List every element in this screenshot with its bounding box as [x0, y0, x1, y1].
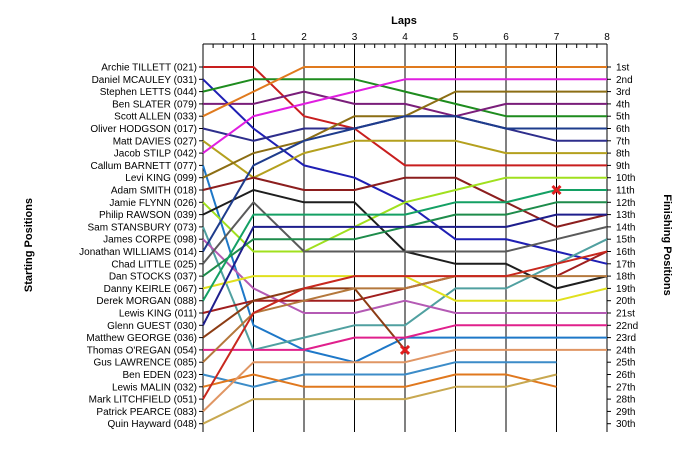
starting-driver-label: Chad LITTLE (025) — [111, 259, 197, 270]
starting-driver-label: Matthew GEORGE (036) — [86, 333, 197, 344]
starting-driver-label: Jamie FLYNN (026) — [109, 198, 197, 209]
retirement-markers — [399, 184, 562, 355]
series-line-3 — [202, 78, 607, 118]
axis-labels: 1 2 3 4 5 6 7 8 Archie TILLETT (021)Daniel MCAUL… — [79, 32, 638, 430]
cross-stroke — [399, 344, 411, 355]
series-line-7 — [202, 139, 607, 179]
finishing-position-label: 1st — [616, 63, 630, 74]
cross-stroke — [551, 184, 562, 196]
finishing-position-label: 2nd — [616, 75, 633, 86]
starting-driver-label: Philip RAWSON (039) — [99, 210, 197, 221]
finishing-position-label: 6th — [616, 124, 630, 135]
finishing-position-label: 11th — [616, 186, 635, 197]
series-line-17 — [202, 201, 608, 265]
finishing-position-label: 7th — [616, 136, 630, 147]
starting-driver-label: Ben SLATER (079) — [112, 99, 197, 110]
starting-driver-label: Jacob STILP (042) — [114, 149, 197, 160]
finishing-position-label: 22nd — [616, 321, 638, 332]
series-line-4 — [203, 90, 607, 118]
starting-driver-label: Sam STANSBURY (073) — [88, 222, 197, 233]
finishing-position-label: 17th — [616, 259, 635, 270]
finishing-position-label: 5th — [616, 112, 630, 123]
finishing-position-label: 9th — [616, 161, 630, 172]
finishing-position-label: 3rd — [616, 87, 630, 98]
finishing-position-label: 15th — [616, 235, 635, 246]
lap-tick-label: 1 — [251, 32, 257, 43]
starting-driver-label: Jonathan WILLIAMS (014) — [79, 247, 197, 258]
series-line-8 — [202, 78, 607, 154]
right-axis-title: Finishing Positions — [661, 194, 673, 295]
starting-driver-label: Derek MORGAN (088) — [96, 296, 197, 307]
starting-driver-label: James CORPE (098) — [103, 235, 197, 246]
starting-driver-label: Levi KING (099) — [125, 173, 197, 184]
finishing-position-label: 25th — [616, 358, 635, 369]
finishing-position-label: 24th — [616, 345, 635, 356]
lap-tick-label: 5 — [453, 32, 459, 43]
finishing-position-label: 21st — [616, 309, 635, 320]
finishing-position-label: 23rd — [616, 333, 636, 344]
finishing-position-label: 14th — [616, 222, 635, 233]
starting-driver-label: Adam SMITH (018) — [111, 186, 197, 197]
series-line-14 — [202, 226, 608, 351]
finishing-position-label: 29th — [616, 407, 635, 418]
finishing-position-label: 20th — [616, 296, 635, 307]
starting-driver-label: Daniel MCAULEY (031) — [92, 75, 197, 86]
lap-tick-label: 3 — [352, 32, 358, 43]
starting-driver-label: Lewis MALIN (032) — [112, 382, 197, 393]
finishing-position-label: 8th — [616, 149, 630, 160]
series-line-28 — [202, 250, 608, 400]
retirement-marker-2 — [399, 344, 411, 355]
finishing-position-label: 30th — [616, 419, 635, 430]
starting-driver-label: Callum BARNETT (077) — [90, 161, 197, 172]
x-axis-title: Laps — [391, 15, 417, 27]
starting-driver-label: Ben EDEN (023) — [123, 370, 197, 381]
starting-driver-label: Stephen LETTS (044) — [100, 87, 197, 98]
lap-tick-label: 6 — [503, 32, 509, 43]
finishing-position-label: 27th — [616, 382, 635, 393]
series-line-30 — [202, 373, 557, 425]
starting-driver-label: Scott ALLEN (033) — [114, 112, 197, 123]
finishing-position-label: 26th — [616, 370, 635, 381]
starting-driver-label: Oliver HODGSON (017) — [90, 124, 197, 135]
series-line-24 — [203, 324, 607, 351]
starting-driver-label: Quin Hayward (048) — [108, 419, 197, 430]
finishing-position-label: 16th — [616, 247, 635, 258]
starting-driver-label: Thomas O'REGAN (054) — [87, 345, 197, 356]
starting-driver-label: Matt DAVIES (027) — [113, 136, 197, 147]
lap-tick-label: 7 — [554, 32, 560, 43]
left-axis-title: Starting Positions — [23, 198, 35, 292]
starting-driver-label: Dan STOCKS (037) — [109, 272, 197, 283]
finishing-position-label: 4th — [616, 99, 630, 110]
series-line-26 — [202, 361, 557, 388]
starting-driver-label: Gus LAWRENCE (085) — [93, 358, 197, 369]
finishing-position-label: 10th — [616, 173, 635, 184]
starting-driver-label: Lewis KING (011) — [119, 309, 197, 320]
finishing-position-label: 13th — [616, 210, 635, 221]
series-line-29 — [202, 348, 607, 413]
starting-driver-label: Danny KEIRLE (067) — [104, 284, 197, 295]
series-line-25 — [202, 275, 607, 363]
starting-driver-label: Mark LITCHFIELD (051) — [89, 395, 197, 406]
finishing-position-label: 18th — [616, 272, 635, 283]
lap-tick-label: 4 — [402, 32, 408, 43]
starting-driver-label: Archie TILLETT (021) — [101, 63, 197, 74]
starting-driver-label: Glenn GUEST (030) — [107, 321, 197, 332]
series-line-22 — [202, 213, 607, 326]
finishing-position-label: 19th — [616, 284, 635, 295]
series-line-27 — [202, 373, 557, 388]
series-line-12 — [202, 176, 607, 253]
series-line-20 — [202, 189, 607, 302]
lap-tick-label: 8 — [604, 32, 610, 43]
finishing-position-label: 28th — [616, 395, 635, 406]
series-lines — [202, 66, 608, 425]
series-line-16 — [202, 115, 607, 253]
starting-driver-label: Patrick PEARCE (083) — [96, 407, 197, 418]
finishing-position-label: 12th — [616, 198, 635, 209]
retirement-marker-1 — [551, 184, 562, 196]
lap-tick-label: 2 — [301, 32, 307, 43]
series-line-5 — [202, 66, 607, 118]
